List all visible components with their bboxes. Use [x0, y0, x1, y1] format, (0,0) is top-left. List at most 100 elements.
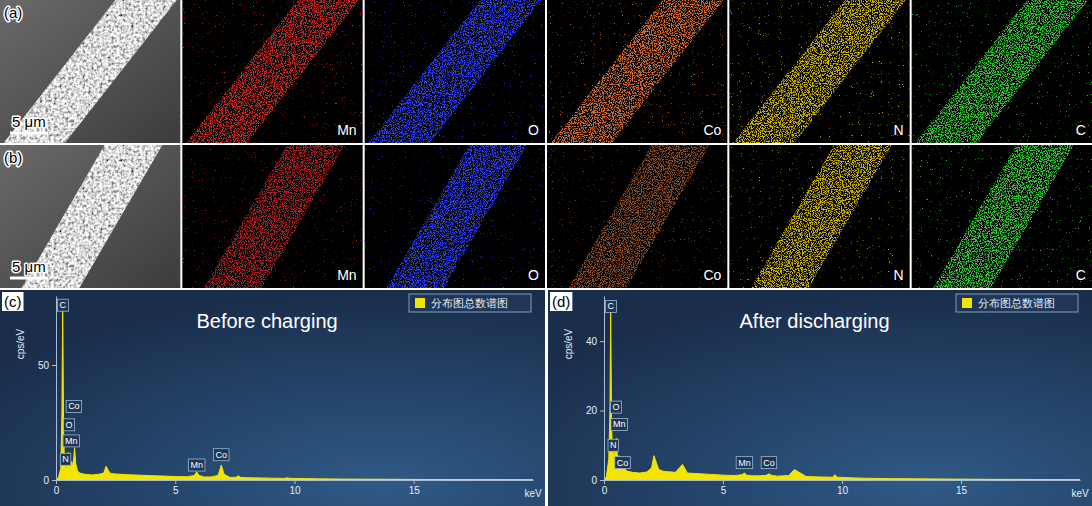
map-fiber-signal	[912, 0, 1092, 143]
element-map: C	[912, 0, 1092, 143]
map-background-signal	[365, 0, 545, 143]
x-axis-title: keV	[524, 488, 542, 499]
element-map: O	[365, 0, 545, 143]
tick: 0	[591, 475, 604, 486]
peak-label-text: N	[62, 454, 69, 464]
tick-mark	[961, 480, 962, 484]
element-label: Mn	[337, 122, 356, 138]
tick: 5	[173, 480, 179, 496]
map-background-signal	[729, 0, 909, 143]
tick-mark	[414, 480, 415, 484]
peak-label: Co	[761, 457, 777, 469]
peak-label-text: Mn	[738, 458, 751, 468]
tick-label: 50	[38, 360, 50, 371]
spectrum-panel: 051015050keVcps/eVBefore charging(c)分布图总…	[0, 290, 545, 506]
peak-label-box	[63, 435, 80, 447]
tick: 15	[409, 480, 421, 496]
map-background-signal	[547, 0, 727, 143]
panel-label: (d)	[552, 293, 570, 310]
tick-label: 0	[54, 485, 60, 496]
tick-label: 10	[837, 485, 849, 496]
tick: 0	[54, 480, 60, 496]
element-label: Co	[703, 267, 721, 283]
tick-label: 20	[586, 405, 598, 416]
tick: 50	[38, 360, 56, 371]
map-background	[729, 0, 909, 143]
peak-label-box	[188, 459, 205, 471]
map-fiber-signal	[365, 145, 545, 288]
sem-fiber	[0, 145, 180, 288]
tick-mark	[295, 480, 296, 484]
tick-label: 40	[586, 336, 598, 347]
image-row: 5 μm(a)MnOCoNC	[0, 0, 1092, 143]
peak-label-box	[60, 453, 71, 465]
peak-label: C	[57, 299, 68, 311]
tick-mark	[604, 480, 605, 484]
tick: 20	[586, 405, 604, 416]
legend: 分布图总数谱图	[409, 294, 531, 312]
spectrum-panel: 05101502040keVcps/eVAfter discharging(d)…	[548, 290, 1092, 506]
element-map: Co	[547, 145, 727, 288]
element-label: C	[1076, 267, 1086, 283]
sem-background	[0, 0, 180, 143]
panel-label-patch	[2, 292, 24, 311]
element-label: O	[528, 267, 539, 283]
peak-label: C	[605, 300, 616, 312]
tick: 0	[43, 475, 56, 486]
x-axis: 0 5 10 15	[54, 480, 534, 496]
map-fiber-signal	[547, 0, 727, 143]
map-fiber-signal	[365, 0, 545, 143]
peak-label-box	[608, 439, 619, 451]
y-axis: 0 50	[38, 297, 57, 486]
image-row: 5 μm(b)MnOCoNC	[0, 145, 1092, 288]
peak-label-box	[64, 419, 75, 431]
peak-label: O	[610, 401, 621, 413]
peak-label: O	[64, 419, 75, 431]
peak-label-box	[615, 457, 631, 469]
peak-label: Mn	[736, 457, 753, 469]
axis-line	[604, 297, 605, 481]
scale-bar	[10, 277, 48, 280]
map-background-signal	[182, 145, 362, 288]
peak-label-text: C	[607, 301, 614, 311]
map-background-signal	[912, 145, 1092, 288]
element-map: Mn	[182, 0, 362, 143]
tick-mark	[52, 365, 56, 366]
peak-label-text: Co	[617, 458, 629, 468]
spectrum-area	[56, 301, 533, 480]
peak-label-text: O	[612, 402, 619, 412]
tick: 10	[837, 480, 849, 496]
map-fiber-signal	[729, 145, 909, 288]
peak-label-text: Co	[216, 450, 228, 460]
tick: 10	[289, 480, 301, 496]
peak-label-box	[736, 457, 753, 469]
tick-label: 10	[289, 485, 301, 496]
tick-label: 0	[591, 475, 597, 486]
tick-label: 5	[173, 485, 179, 496]
chart-title: After discharging	[740, 310, 890, 332]
peak-label-box	[57, 299, 68, 311]
panel-label: (b)	[4, 149, 22, 166]
peak-label: Co	[615, 457, 631, 469]
map-fiber-signal	[729, 0, 909, 143]
element-label: Co	[703, 122, 721, 138]
map-background	[912, 0, 1092, 143]
map-background	[365, 145, 545, 288]
panel-label: (c)	[4, 293, 22, 310]
tick-mark	[723, 480, 724, 484]
peak-label-text: Co	[763, 458, 775, 468]
element-map: N	[729, 145, 909, 288]
tick-mark	[52, 480, 56, 481]
y-axis-title: cps/eV	[15, 328, 26, 359]
panel-background	[548, 290, 1092, 506]
panel-label: (a)	[4, 4, 22, 21]
tick: 5	[721, 480, 727, 496]
element-label: C	[1076, 122, 1086, 138]
map-background	[547, 145, 727, 288]
element-map: O	[365, 145, 545, 288]
peak-label: Co	[66, 400, 82, 412]
peak-label-text: Co	[68, 401, 80, 411]
x-axis-title: keV	[1071, 488, 1089, 499]
legend-box	[409, 294, 531, 312]
map-background-signal	[365, 145, 545, 288]
